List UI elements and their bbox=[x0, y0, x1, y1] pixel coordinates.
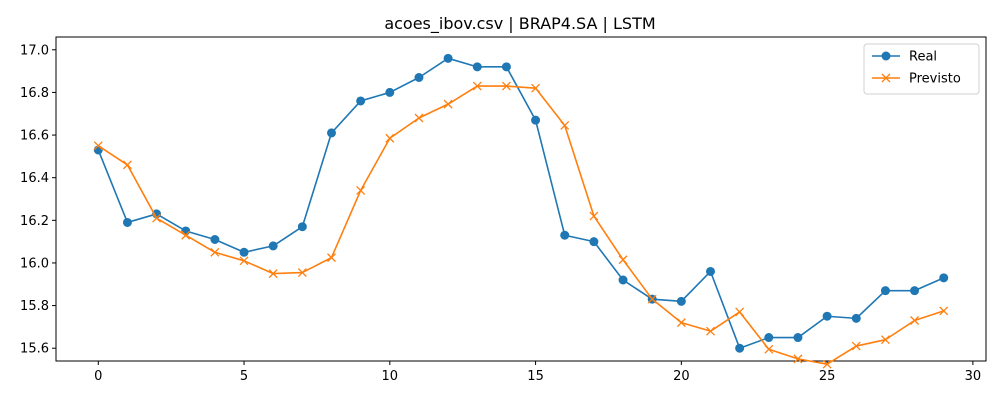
data-point-previsto bbox=[618, 255, 628, 265]
data-point-real bbox=[443, 53, 453, 63]
data-point-previsto bbox=[706, 326, 715, 336]
data-point-previsto bbox=[443, 99, 453, 109]
data-point-previsto bbox=[501, 81, 511, 91]
data-point-real bbox=[531, 115, 541, 125]
data-point-previsto bbox=[356, 186, 366, 195]
data-point-real bbox=[880, 286, 890, 296]
series-real bbox=[93, 53, 949, 353]
data-point-real bbox=[327, 128, 337, 138]
data-point-previsto bbox=[297, 268, 307, 277]
data-point-real bbox=[910, 286, 920, 296]
data-point-previsto bbox=[472, 81, 482, 91]
data-point-real bbox=[560, 230, 570, 240]
x-tick-label: 30 bbox=[965, 369, 982, 384]
data-point-previsto bbox=[93, 141, 103, 151]
data-point-previsto bbox=[735, 307, 745, 317]
data-point-previsto bbox=[181, 230, 191, 240]
data-point-real bbox=[501, 62, 511, 72]
legend-label-real: Real bbox=[909, 50, 937, 65]
y-tick-label: 16.6 bbox=[20, 129, 49, 144]
y-tick-label: 16.8 bbox=[20, 86, 49, 101]
data-point-previsto bbox=[589, 211, 599, 221]
x-tick-label: 10 bbox=[382, 369, 399, 384]
data-point-real bbox=[589, 237, 599, 247]
data-point-real bbox=[268, 241, 278, 251]
data-point-previsto bbox=[385, 133, 395, 143]
data-point-previsto bbox=[764, 344, 774, 354]
x-tick-label: 25 bbox=[819, 369, 836, 384]
y-tick-label: 17.0 bbox=[20, 43, 49, 58]
data-point-previsto bbox=[327, 253, 336, 263]
data-point-real bbox=[851, 313, 861, 323]
legend-marker-real bbox=[881, 51, 891, 61]
data-point-previsto bbox=[822, 359, 832, 369]
data-point-real bbox=[122, 217, 132, 227]
data-point-real bbox=[618, 275, 628, 285]
legend: Real Previsto bbox=[863, 43, 980, 95]
x-tick-label: 15 bbox=[527, 369, 544, 384]
data-point-real bbox=[297, 222, 307, 232]
y-tick-label: 15.6 bbox=[20, 342, 49, 357]
plot-frame bbox=[55, 36, 987, 362]
data-point-previsto bbox=[239, 256, 249, 266]
data-point-previsto bbox=[793, 354, 803, 364]
data-point-previsto bbox=[910, 316, 920, 325]
data-point-real bbox=[676, 296, 686, 306]
data-point-previsto bbox=[676, 318, 686, 328]
series-line-real bbox=[97, 57, 945, 350]
y-tick-label: 16.2 bbox=[20, 214, 49, 229]
data-point-previsto bbox=[939, 306, 949, 316]
data-point-real bbox=[793, 333, 803, 343]
data-point-real bbox=[356, 96, 366, 106]
data-point-previsto bbox=[531, 83, 541, 93]
y-tick-label: 16.0 bbox=[20, 256, 49, 271]
data-point-previsto bbox=[560, 121, 570, 130]
data-point-previsto bbox=[122, 160, 132, 170]
legend-label-previsto: Previsto bbox=[909, 72, 961, 87]
data-point-previsto bbox=[880, 335, 890, 345]
data-point-previsto bbox=[647, 294, 657, 304]
legend-marker-previsto bbox=[881, 73, 891, 83]
data-point-real bbox=[735, 343, 745, 353]
series-previsto bbox=[93, 81, 949, 369]
data-point-real bbox=[939, 273, 949, 283]
y-tick-label: 16.4 bbox=[20, 171, 49, 186]
data-point-previsto bbox=[851, 341, 861, 351]
data-point-real bbox=[414, 73, 424, 82]
series-line-previsto bbox=[97, 85, 944, 365]
data-point-real bbox=[822, 311, 832, 321]
y-tick-label: 15.8 bbox=[20, 299, 49, 314]
data-point-previsto bbox=[152, 213, 162, 223]
data-point-real bbox=[210, 235, 220, 244]
data-point-previsto bbox=[414, 113, 424, 123]
chart-title: acoes_ibov.csv | BRAP4.SA | LSTM bbox=[384, 14, 655, 34]
data-point-real bbox=[705, 266, 715, 276]
data-point-real bbox=[472, 62, 482, 72]
data-point-previsto bbox=[210, 247, 220, 257]
data-point-real bbox=[385, 87, 395, 97]
plot-area: 0 5 10 15 20 25 30 15.6 15.8 16.0 16.2 16.4 16.6 16.8… bbox=[20, 36, 987, 384]
data-point-real bbox=[239, 247, 249, 257]
x-tick-label: 20 bbox=[673, 369, 690, 384]
data-point-previsto bbox=[268, 269, 278, 279]
data-point-real bbox=[764, 333, 774, 343]
series-layer bbox=[93, 53, 949, 369]
x-tick-label: 0 bbox=[94, 369, 102, 384]
x-tick-label: 5 bbox=[240, 369, 248, 384]
